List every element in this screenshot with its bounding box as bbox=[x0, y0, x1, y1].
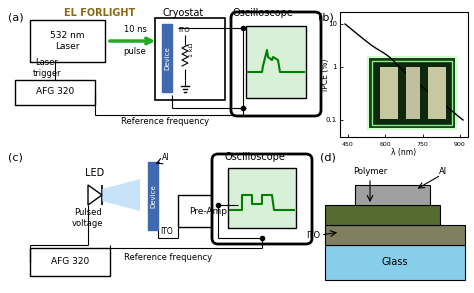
Text: Al: Al bbox=[439, 168, 447, 176]
Text: Oscilloscope: Oscilloscope bbox=[233, 8, 293, 18]
Text: Glass: Glass bbox=[382, 257, 408, 267]
Text: (a): (a) bbox=[8, 12, 24, 22]
Text: Laser
trigger: Laser trigger bbox=[33, 58, 61, 78]
Text: (d): (d) bbox=[320, 152, 336, 162]
Text: 900: 900 bbox=[454, 142, 466, 146]
Text: Reference frequency: Reference frequency bbox=[121, 117, 209, 127]
Text: 532 nm
Laser: 532 nm Laser bbox=[50, 31, 84, 51]
FancyBboxPatch shape bbox=[162, 24, 172, 92]
Text: 600: 600 bbox=[380, 142, 391, 146]
FancyBboxPatch shape bbox=[325, 245, 465, 280]
FancyBboxPatch shape bbox=[340, 12, 468, 137]
FancyBboxPatch shape bbox=[30, 20, 105, 62]
Text: ITO: ITO bbox=[160, 227, 173, 236]
Text: λ (nm): λ (nm) bbox=[392, 147, 417, 156]
Text: 10: 10 bbox=[328, 21, 337, 27]
FancyBboxPatch shape bbox=[246, 26, 306, 98]
Text: pulse: pulse bbox=[124, 47, 146, 57]
Text: 1: 1 bbox=[332, 64, 337, 70]
FancyBboxPatch shape bbox=[212, 154, 312, 244]
Text: Device: Device bbox=[164, 46, 170, 70]
Text: Oscilloscope: Oscilloscope bbox=[225, 152, 285, 162]
Text: Al: Al bbox=[162, 154, 170, 163]
Text: EL FORLIGHT: EL FORLIGHT bbox=[64, 8, 136, 18]
Text: (c): (c) bbox=[8, 152, 23, 162]
FancyBboxPatch shape bbox=[148, 162, 158, 230]
Polygon shape bbox=[102, 179, 140, 211]
Text: AFG 320: AFG 320 bbox=[36, 88, 74, 96]
Text: AFG 320: AFG 320 bbox=[51, 258, 89, 267]
FancyBboxPatch shape bbox=[228, 168, 296, 228]
Text: 0.1: 0.1 bbox=[326, 117, 337, 123]
FancyBboxPatch shape bbox=[428, 67, 446, 119]
FancyBboxPatch shape bbox=[325, 205, 440, 225]
Text: IPCE (%): IPCE (%) bbox=[321, 58, 330, 91]
Text: Cryostat: Cryostat bbox=[163, 8, 204, 18]
Text: 1 kΩ: 1 kΩ bbox=[190, 42, 194, 57]
Text: 450: 450 bbox=[342, 142, 354, 146]
Text: 750: 750 bbox=[417, 142, 428, 146]
FancyBboxPatch shape bbox=[231, 12, 321, 116]
Text: Reference frequency: Reference frequency bbox=[124, 253, 212, 263]
Text: Pre-Amp: Pre-Amp bbox=[189, 207, 227, 215]
Text: ITO: ITO bbox=[178, 27, 190, 33]
Text: LED: LED bbox=[85, 168, 105, 178]
FancyBboxPatch shape bbox=[368, 57, 456, 129]
Text: 10 ns: 10 ns bbox=[124, 25, 146, 35]
Text: ITO: ITO bbox=[306, 231, 320, 239]
FancyBboxPatch shape bbox=[30, 248, 110, 276]
FancyBboxPatch shape bbox=[155, 18, 225, 100]
Text: Pulsed
voltage: Pulsed voltage bbox=[72, 208, 104, 228]
Polygon shape bbox=[88, 185, 102, 205]
FancyBboxPatch shape bbox=[406, 67, 420, 119]
FancyBboxPatch shape bbox=[372, 61, 452, 125]
Text: Polymer: Polymer bbox=[353, 168, 387, 176]
FancyBboxPatch shape bbox=[355, 185, 430, 205]
FancyBboxPatch shape bbox=[325, 225, 465, 245]
Text: Device: Device bbox=[150, 184, 156, 208]
Text: (b): (b) bbox=[318, 12, 334, 22]
FancyBboxPatch shape bbox=[178, 195, 238, 227]
FancyBboxPatch shape bbox=[380, 67, 398, 119]
FancyBboxPatch shape bbox=[15, 80, 95, 105]
